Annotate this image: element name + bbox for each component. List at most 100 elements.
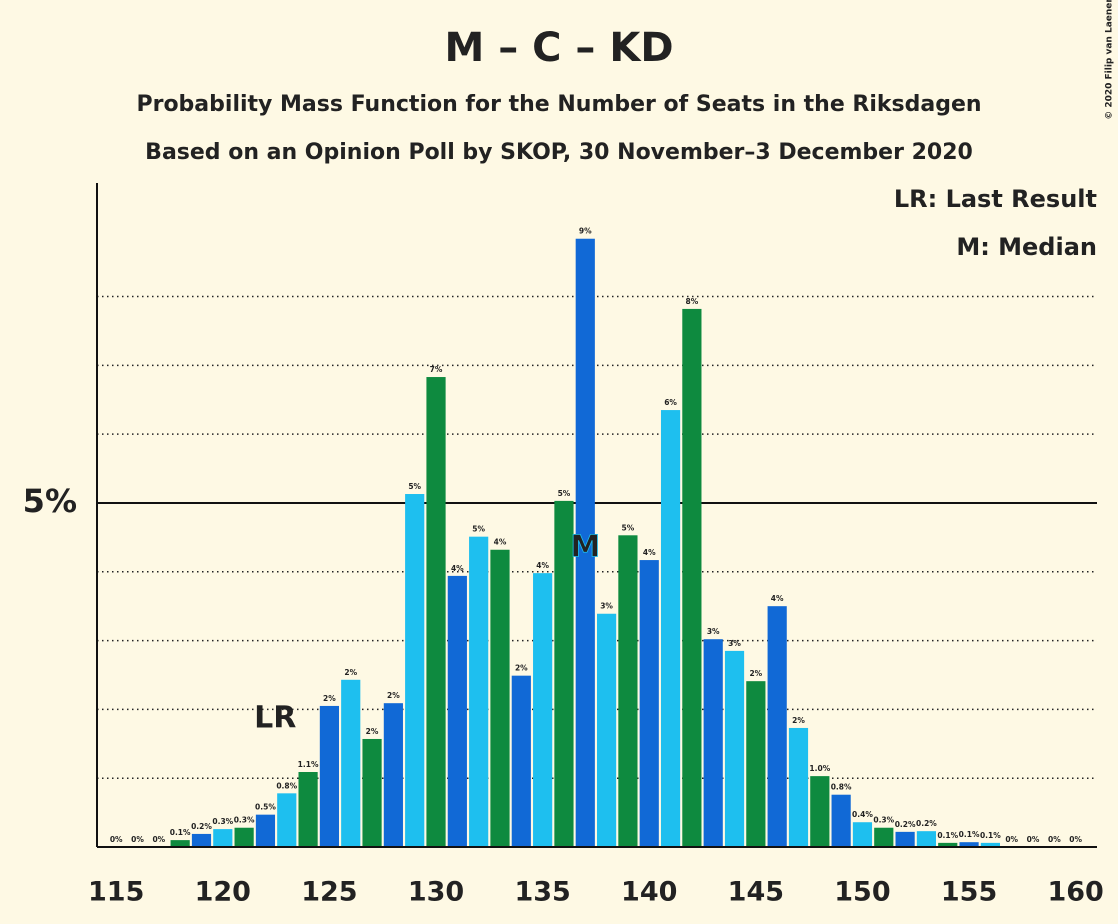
value-label: 5% [408,482,421,491]
value-label: 0.3% [234,816,255,825]
bar [767,606,787,847]
value-label: 4% [451,564,464,573]
bar [703,639,723,847]
value-label: 2% [515,664,528,673]
median-marker: M [570,530,600,565]
bar [255,814,276,847]
last-result-marker: LR [254,700,296,735]
x-tick-label: 115 [88,877,144,908]
credit: © 2020 Filip van Laenen [1105,0,1115,120]
x-tick-label: 120 [195,877,251,908]
value-label: 3% [728,639,741,648]
value-label: 0.1% [980,831,1001,840]
bar [980,842,1000,847]
value-label: 2% [387,691,400,700]
bar [959,842,979,847]
legend-entry: M: Median [956,233,1097,261]
value-label: 0.2% [191,822,212,831]
x-tick-label: 130 [408,877,464,908]
value-label: 0% [131,835,144,844]
value-label: 0% [110,835,123,844]
value-label: 0.1% [959,830,980,839]
value-label: 0% [1027,835,1040,844]
value-label: 0% [152,835,165,844]
value-label: 0.1% [937,831,958,840]
bar [277,793,297,847]
chart-subtitle: Based on an Opinion Poll by SKOP, 30 Nov… [145,140,973,165]
bar [469,536,489,847]
bar [938,842,958,847]
value-label: 0.5% [255,803,276,812]
value-label: 0% [1048,835,1061,844]
x-tick-label: 160 [1047,877,1103,908]
y-tick-label: 5% [23,482,77,520]
value-label: 5% [558,489,571,498]
value-label: 0.2% [916,819,937,828]
value-label: 6% [664,398,677,407]
bar [660,410,681,847]
bar [724,650,745,847]
value-label: 4% [536,561,549,570]
bar [341,679,361,847]
value-label: 2% [749,669,762,678]
value-label: 2% [323,694,336,703]
bar [191,833,212,847]
value-label: 4% [643,548,656,557]
bar [533,573,553,847]
bar [810,776,830,847]
x-tick-label: 150 [834,877,890,908]
value-label: 0% [1069,835,1082,844]
value-label: 3% [707,627,720,636]
bar [682,308,702,847]
x-tick-label: 135 [514,877,570,908]
x-tick-label: 145 [728,877,784,908]
bar [213,829,233,847]
value-label: 2% [792,716,805,725]
bar [874,827,894,847]
value-label: 0.2% [895,820,916,829]
bar [916,831,937,847]
bar [362,738,382,847]
value-label: 9% [579,227,592,236]
bar [618,535,638,847]
bar [405,494,425,847]
bar [319,705,340,847]
x-tick-label: 140 [621,877,677,908]
bar [554,500,574,847]
value-label: 0.4% [852,810,873,819]
bar [788,727,809,847]
bar [831,794,851,847]
value-label: 0.3% [212,817,233,826]
value-label: 4% [494,538,507,547]
x-tick-label: 155 [941,877,997,908]
bar [426,377,446,847]
value-label: 0.8% [276,781,297,790]
legend-entry: LR: Last Result [894,185,1097,213]
value-label: 1.0% [809,764,830,773]
bar [852,822,873,847]
value-label: 5% [622,523,635,532]
value-label: 0.3% [873,816,894,825]
bar [639,560,659,847]
x-tick-label: 125 [301,877,357,908]
value-label: 0.1% [170,828,191,837]
bar [170,840,190,847]
chart-title: M – C – KD [444,25,673,71]
bar [511,675,531,847]
value-label: 7% [430,365,443,374]
chart-subtitle: Probability Mass Function for the Number… [136,92,981,117]
value-label: 0.8% [831,783,852,792]
bar [298,771,318,847]
bar [895,831,915,847]
value-label: 0% [1005,835,1018,844]
value-label: 3% [600,602,613,611]
bar [447,575,467,847]
value-label: 8% [686,297,699,306]
value-label: 2% [366,727,379,736]
bar [234,827,254,847]
value-label: 2% [344,668,357,677]
bar [746,681,766,847]
value-label: 4% [771,594,784,603]
value-label: 5% [472,525,485,534]
